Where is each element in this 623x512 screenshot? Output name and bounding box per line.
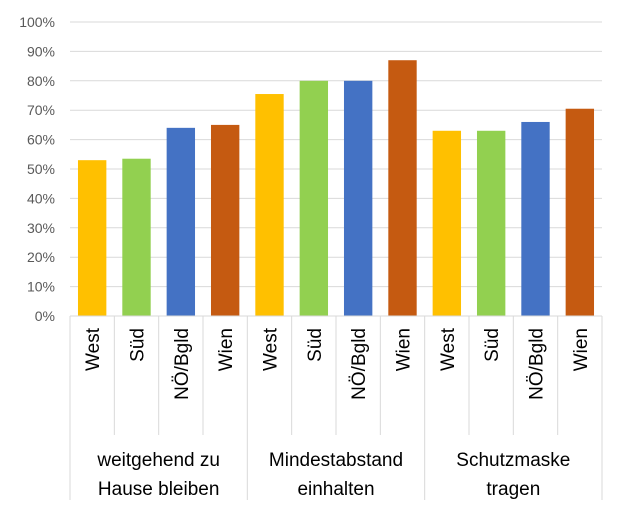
bar-n-bgld-group-2 [343, 80, 373, 316]
y-tick-label: 0% [35, 308, 55, 324]
bar-s-d-group-3 [476, 130, 506, 316]
group-label-line: Mindestabstand [269, 450, 403, 471]
bar-s-d-group-1 [122, 158, 151, 316]
bar-s-d-group-2 [299, 80, 329, 316]
bar-west-group-1 [77, 160, 107, 316]
group-label-line: einhalten [297, 479, 374, 500]
group-labels: weitgehend zu Hause bleiben Mindestabstand… [96, 450, 570, 500]
bar-wien-group-2 [388, 60, 417, 316]
group-label-line: tragen [486, 479, 540, 500]
gridlines [70, 21, 602, 288]
category-label: NÖ/Bgld [172, 328, 193, 400]
category-label: Wien [216, 328, 237, 371]
y-tick-label: 50% [27, 161, 55, 177]
y-tick-label: 70% [27, 102, 55, 118]
category-label: West [438, 327, 459, 371]
y-tick-label: 20% [27, 249, 55, 265]
category-label: Süd [482, 328, 503, 362]
group-label-line: Hause bleiben [98, 479, 219, 500]
y-tick-label: 80% [27, 73, 55, 89]
y-tick-label: 100% [19, 14, 55, 30]
bar-west-group-2 [255, 94, 284, 316]
group-label-line: weitgehend zu [96, 450, 220, 471]
y-tick-label: 40% [27, 190, 55, 206]
bars [77, 60, 595, 317]
bar-n-bgld-group-1 [166, 127, 196, 316]
category-labels: West Süd NÖ/Bgld Wien West Süd NÖ/Bgld Wien West… [83, 327, 592, 400]
category-label: NÖ/Bgld [349, 328, 370, 400]
bar-wien-group-1 [210, 124, 240, 317]
category-axis [69, 315, 603, 500]
y-tick-label: 90% [27, 43, 55, 59]
category-label: West [83, 327, 104, 371]
category-label: NÖ/Bgld [527, 328, 548, 400]
y-tick-label: 30% [27, 220, 55, 236]
y-tick-label: 10% [27, 279, 55, 295]
y-tick-label: 60% [27, 132, 55, 148]
y-axis-tick-labels: 0% 10% 20% 30% 40% 50% 60% 70% 80% 90% 100% [19, 14, 55, 324]
bar-n-bgld-group-3 [521, 121, 550, 317]
category-label: Wien [394, 328, 415, 371]
bar-wien-group-3 [565, 108, 595, 316]
bar-west-group-3 [432, 130, 462, 316]
category-label: Süd [305, 328, 326, 362]
category-label: Wien [571, 328, 592, 371]
category-label: Süd [128, 328, 149, 362]
group-label-line: Schutzmaske [456, 450, 570, 471]
category-label: West [261, 327, 282, 371]
